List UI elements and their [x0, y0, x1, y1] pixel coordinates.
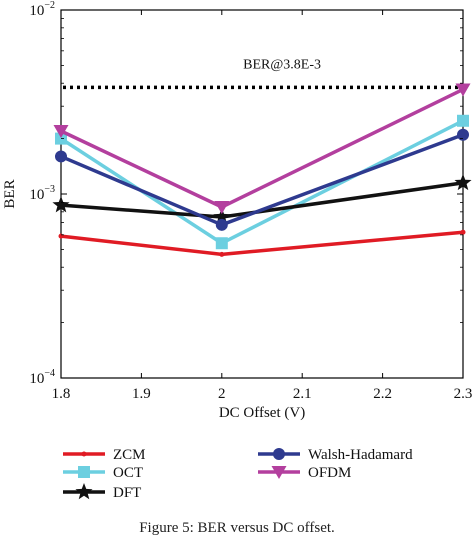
legend-label: OCT [113, 465, 143, 481]
x-tick-label: 2.3 [454, 386, 473, 402]
data-point-walsh-hadamard [457, 128, 469, 141]
legend-entry-oct: OCT [63, 465, 143, 481]
y-tick-label: 10−2 [29, 0, 55, 19]
data-point-dft [454, 173, 472, 191]
legend-swatch-marker [75, 483, 93, 500]
reference-line-label: BER@3.8E-3 [243, 57, 321, 72]
legend-label: OFDM [308, 465, 351, 481]
legend-entry-walsh-hadamard: Walsh-Hadamard [258, 447, 413, 463]
figure-caption: Figure 5: BER versus DC offset. [139, 520, 335, 536]
legend-entry-dft: DFT [63, 483, 141, 501]
data-point-ofdm [214, 200, 230, 214]
x-tick-label: 2.1 [293, 386, 312, 402]
legend-entry-ofdm: OFDM [258, 465, 351, 481]
series-walsh-hadamard [55, 128, 469, 231]
legend-entry-zcm: ZCM [63, 447, 146, 463]
data-point-dft [52, 196, 70, 213]
data-point-ofdm [53, 124, 69, 138]
y-tick-label: 10−4 [29, 368, 55, 387]
x-tick-label: 2.2 [373, 386, 392, 402]
x-tick-label: 2 [218, 386, 226, 402]
x-axis-label: DC Offset (V) [219, 405, 305, 421]
data-point-oct [215, 237, 228, 250]
legend-swatch-marker [273, 448, 285, 460]
reference-line-group: BER@3.8E-3 [63, 57, 461, 90]
data-point-zcm [219, 251, 225, 257]
legend-swatch-marker [81, 451, 87, 457]
legend-label: ZCM [113, 447, 146, 463]
legend-label: Walsh-Hadamard [308, 447, 413, 463]
series-dft [52, 173, 472, 225]
axes-group: 1.8 1.9 2 2.1 2.2 2.3 10−4 10−3 10−2 [29, 0, 472, 402]
ber-chart: BER@3.8E-3 1.8 1.9 2 2.1 2.2 2.310−410−310−2 … [2, 0, 472, 501]
legend-swatch-marker [78, 466, 90, 478]
data-point-walsh-hadamard [55, 150, 67, 163]
series-ofdm [53, 83, 471, 214]
y-tick-label: 10−3 [29, 184, 55, 203]
x-tick-label: 1.9 [132, 386, 151, 402]
data-point-ofdm [455, 83, 471, 97]
x-tick-label: 1.8 [52, 386, 71, 402]
data-point-oct [457, 114, 469, 127]
y-axis-label: BER [2, 179, 18, 208]
legend: ZCM OCT DFT Walsh-Hadamard OFDM [63, 447, 413, 501]
data-point-walsh-hadamard [215, 218, 228, 231]
data-point-dft [213, 207, 231, 225]
data-point-zcm [58, 233, 64, 239]
legend-label: DFT [113, 485, 141, 501]
legend-swatch-marker [271, 466, 287, 479]
data-point-zcm [460, 229, 466, 235]
